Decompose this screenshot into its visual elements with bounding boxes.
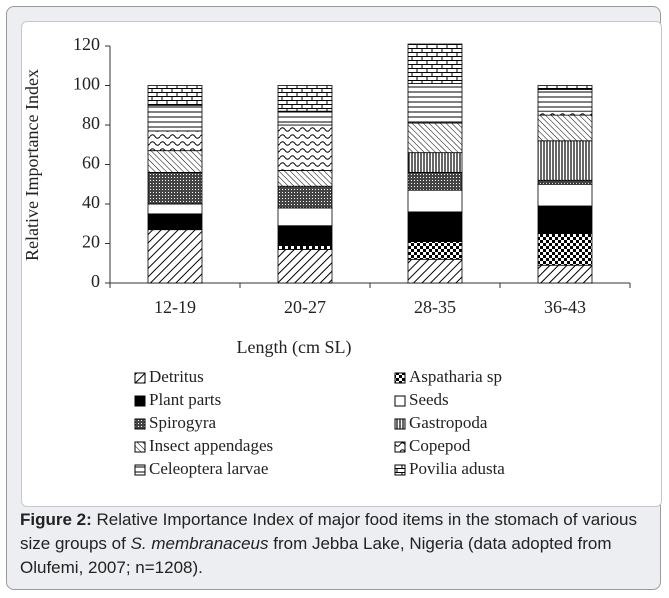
x-axis-title: Length (cm SL)	[237, 337, 352, 358]
bar-segment	[407, 241, 463, 260]
y-tick-label: 0	[91, 271, 100, 291]
bar-segment	[407, 122, 463, 154]
y-axis-title: Relative Importance Index	[22, 69, 42, 261]
bar-segment	[407, 43, 463, 84]
bar-segment	[277, 249, 333, 284]
legend-label: Aspatharia sp	[409, 367, 502, 386]
bar-segment	[407, 258, 463, 284]
legend-label: Detritus	[149, 367, 204, 386]
bar-segment	[277, 85, 333, 112]
y-tick-label: 100	[73, 74, 100, 94]
caption-label: Figure 2:	[20, 510, 92, 529]
legend-swatch	[134, 464, 146, 476]
bar-segment	[407, 152, 463, 173]
bar-segment	[147, 213, 203, 231]
bar-segment	[147, 104, 203, 132]
bar-segment	[277, 110, 333, 126]
legend-swatch	[134, 372, 146, 384]
legend-label: Povilia adusta	[409, 459, 505, 478]
chart: Relative Importance Index Length (cm SL)…	[22, 34, 631, 478]
bar-segment	[537, 140, 593, 181]
legend-label: Celeoptera larvae	[149, 459, 268, 478]
bar-segment	[147, 203, 203, 215]
y-tick-label: 40	[82, 192, 100, 212]
bar-segment	[537, 179, 593, 185]
bar-segment	[147, 130, 203, 152]
bar-segment	[277, 245, 333, 250]
bar-segment	[147, 85, 203, 106]
bar-segment	[147, 171, 203, 205]
bar-segment	[277, 207, 333, 227]
bar-segment	[277, 185, 333, 209]
legend-label: Copepod	[409, 436, 471, 455]
legend-swatch	[134, 395, 146, 407]
bar-segment	[407, 211, 463, 242]
bar-segment	[407, 83, 463, 124]
legend-swatch	[134, 441, 146, 453]
bar-segment	[407, 189, 463, 213]
legend-swatch	[134, 418, 146, 430]
x-tick-label: 20-27	[284, 297, 326, 317]
x-tick-label: 12-19	[154, 297, 196, 317]
bar-segment	[537, 205, 593, 235]
legend-swatch	[394, 395, 406, 407]
bar-segment	[277, 170, 333, 187]
legend-label: Gastropoda	[409, 413, 488, 432]
y-tick-label: 80	[82, 113, 100, 133]
x-tick-label: 36-43	[544, 297, 586, 317]
legend-label: Plant parts	[149, 390, 221, 409]
bar-segment	[407, 171, 463, 191]
bar-segment	[277, 225, 333, 246]
legend-swatch	[394, 464, 406, 476]
bar-segment	[537, 89, 593, 112]
bar-segment	[537, 114, 593, 142]
legend-label: Insect appendages	[149, 436, 273, 455]
caption-species: S. membranaceus	[130, 534, 269, 553]
bar-segment	[147, 150, 203, 173]
legend-swatch	[394, 418, 406, 430]
y-tick-label: 20	[82, 232, 100, 252]
bar-segment	[537, 233, 593, 266]
caption-text: Relative Importance Index of major food …	[20, 510, 638, 553]
bar-segment	[277, 124, 333, 171]
y-tick-label: 120	[73, 34, 100, 54]
x-tick-label: 28-35	[414, 297, 456, 317]
figure-caption: Figure 2: Relative Importance Index of m…	[20, 508, 652, 580]
y-tick-label: 60	[82, 153, 100, 173]
bar-segment	[537, 85, 593, 90]
legend-swatch	[394, 372, 406, 384]
bar-segment	[147, 229, 203, 284]
legend-label: Spirogyra	[149, 413, 217, 432]
bar-segment	[537, 264, 593, 284]
legend-swatch	[394, 441, 406, 453]
bar-segment	[537, 110, 593, 116]
bar-segment	[537, 183, 593, 207]
legend-label: Seeds	[409, 390, 449, 409]
caption-text: from Jebba Lake, Nigeria (data adopted f…	[20, 534, 612, 577]
